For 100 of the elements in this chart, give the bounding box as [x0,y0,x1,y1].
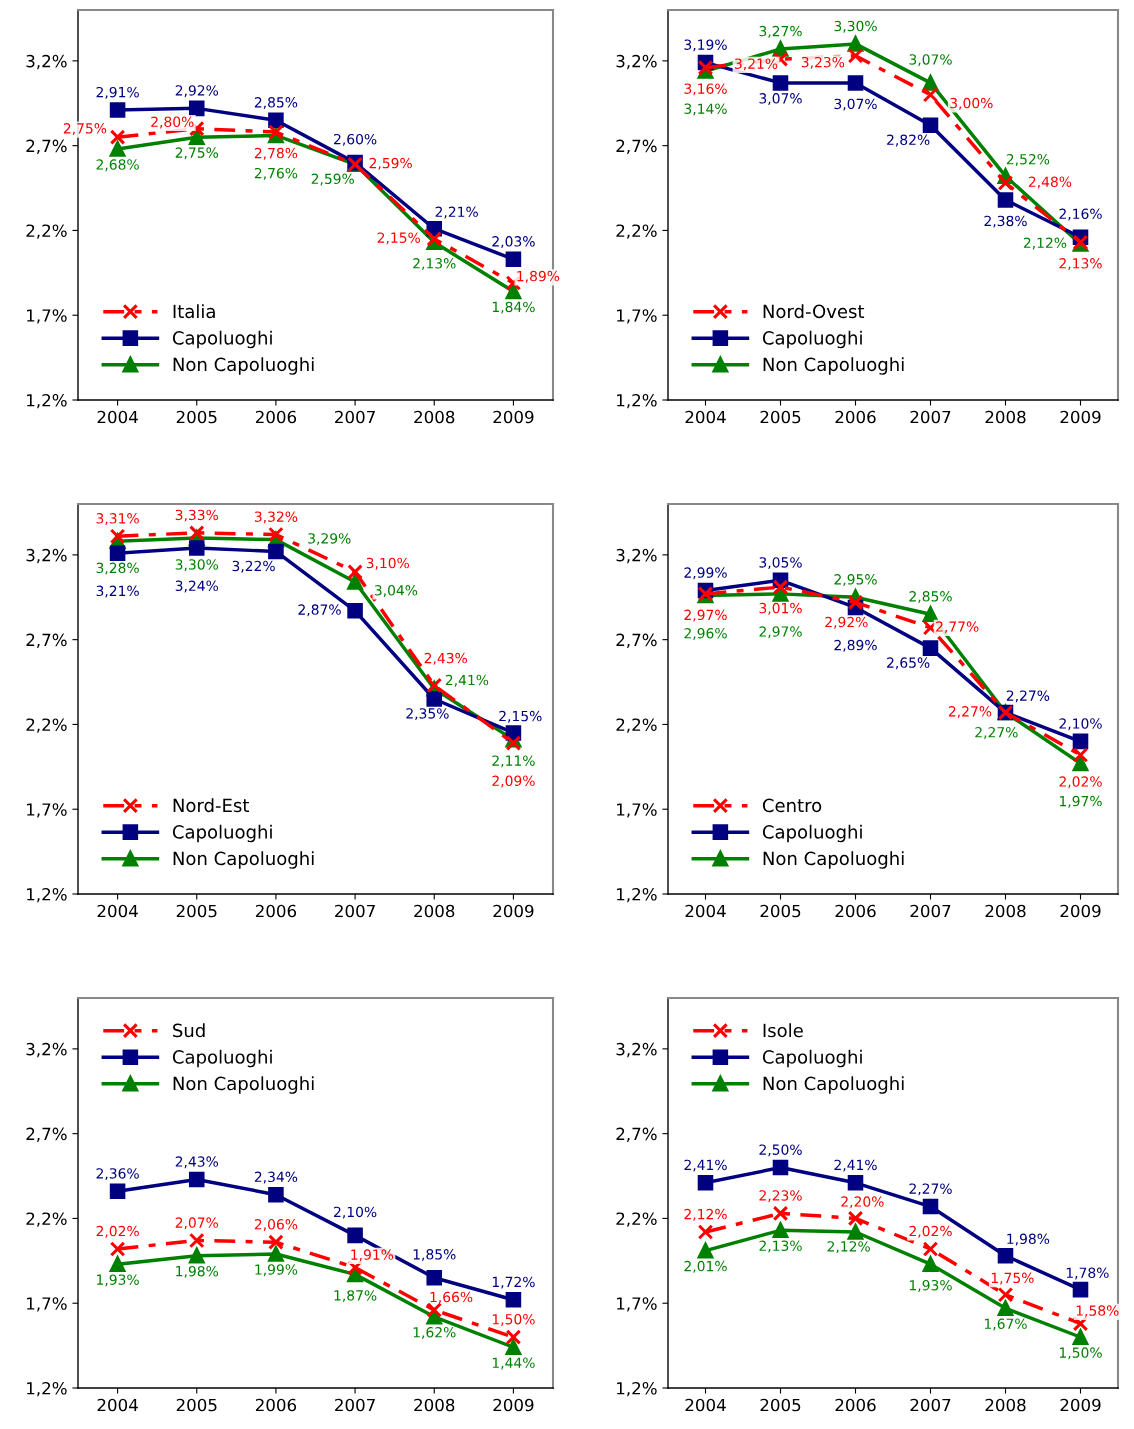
y-tick-label: 1,2% [617,887,657,903]
x-tick-label: 2004 [685,410,726,424]
legend-label: Sud [173,1023,205,1038]
legend-label: Non Capoluoghi [763,357,904,375]
data-label: 2,12% [827,1241,870,1254]
y-tick-label: 1,7% [617,803,657,818]
data-label: 2,21% [435,206,478,219]
legend-label: Non Capoluoghi [173,357,314,375]
y-tick-label: 2,2% [616,224,657,239]
data-label: 3,33% [175,509,219,522]
y-tick-label: 3,2% [26,1042,67,1058]
data-label: 2,27% [1006,690,1050,703]
x-tick-label: 2006 [255,410,297,424]
data-label: 2,27% [948,706,992,719]
data-label: 2,03% [492,236,535,249]
data-label: 2,27% [909,1183,952,1196]
data-label: 2,15% [499,710,542,723]
y-tick-label: 2,7% [616,139,657,154]
data-label: 1,85% [413,1249,456,1262]
data-label: 2,89% [834,639,877,652]
y-tick-label: 3,2% [616,54,657,70]
data-label: 2,02% [1059,776,1102,789]
y-tick-label: 2,2% [26,718,67,733]
data-label: 2,02% [96,1225,139,1238]
legend-label: Nord-Ovest [763,304,865,319]
x-tick-label: 2006 [835,904,876,918]
data-label: 1,89% [517,270,560,283]
data-label: 2,43% [175,1156,219,1169]
x-tick-label: 2004 [685,904,726,918]
x-tick-label: 2009 [493,1398,534,1412]
legend-label: Isole [763,1023,803,1038]
x-tick-label: 2005 [176,1398,217,1412]
data-label: 2,77% [936,621,979,634]
x-tick-label: 2008 [414,1398,455,1412]
data-label: 1,91% [351,1249,394,1262]
y-tick-label: 2,7% [26,1127,67,1142]
x-tick-label: 2007 [335,410,375,424]
x-tick-label: 2009 [493,410,534,424]
data-label: 3,14% [684,103,727,116]
x-tick-label: 2008 [414,904,455,918]
x-tick-label: 2005 [760,410,801,424]
data-label: 2,48% [1028,176,1072,189]
x-tick-label: 2007 [910,410,951,424]
x-tick-label: 2006 [255,904,297,918]
data-label: 2,35% [406,708,449,721]
data-label: 3,16% [684,83,727,96]
legend-label: Non Capoluoghi [763,1076,904,1094]
legend-label: Italia [173,304,215,319]
x-tick-label: 2006 [835,1398,876,1412]
data-label: 3,22% [232,560,275,573]
data-label: 2,13% [759,1240,802,1253]
data-label: 2,80% [151,116,194,129]
data-label: 1,58% [1076,1305,1119,1318]
data-label: 2,92% [175,85,219,98]
data-label: 2,97% [759,626,802,639]
x-tick-label: 2005 [760,904,801,918]
legend-label: Capoluoghi [762,824,862,843]
y-tick-label: 2,2% [616,1212,657,1227]
legend-label: Capoluoghi [172,330,272,349]
data-label: 2,13% [413,258,456,270]
legend-label: Non Capoluoghi [173,851,314,869]
data-label: 2,52% [1006,153,1050,166]
y-tick-label: 2,7% [26,139,67,154]
x-tick-label: 2004 [97,410,138,424]
data-label: 1,72% [492,1276,535,1289]
data-label: 2,82% [887,134,930,147]
data-label: 2,59% [311,173,354,186]
data-label: 3,04% [374,585,418,597]
x-tick-label: 2009 [1060,1398,1101,1412]
data-label: 3,21% [735,58,778,71]
legend-label: Capoluoghi [762,1049,862,1068]
x-tick-label: 2007 [910,1398,951,1412]
data-label: 2,99% [684,567,727,580]
data-label: 2,76% [254,167,298,180]
data-label: 2,07% [175,1217,219,1230]
x-tick-label: 2005 [760,1398,801,1412]
data-label: 1,75% [991,1272,1034,1285]
data-label: 1,84% [492,301,535,314]
y-tick-label: 1,7% [27,803,67,818]
data-label: 2,50% [759,1144,802,1157]
data-label: 2,41% [684,1159,727,1172]
data-label: 1,67% [984,1318,1027,1331]
data-label: 2,60% [334,133,377,146]
data-label: 2,43% [424,652,467,665]
x-tick-label: 2007 [335,1398,375,1412]
x-tick-label: 2009 [1060,410,1101,424]
x-tick-label: 2005 [176,410,217,424]
y-tick-label: 1,2% [27,887,67,903]
data-label: 1,66% [430,1291,473,1304]
x-tick-label: 2007 [910,904,951,918]
legend-label: Centro [762,798,822,813]
data-label: 2,41% [834,1159,877,1172]
y-tick-label: 1,7% [27,1297,67,1312]
data-label: 3,07% [834,98,877,111]
data-label: 2,11% [492,755,535,768]
x-tick-label: 2008 [414,410,455,424]
y-tick-label: 3,2% [616,1042,657,1058]
x-tick-label: 2007 [335,904,375,918]
data-label: 1,44% [492,1357,535,1370]
data-label: 3,05% [759,557,802,570]
